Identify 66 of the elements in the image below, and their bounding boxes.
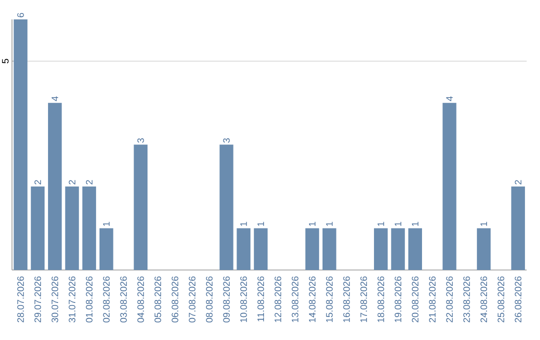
x-tick-label: 11.08.2026 [257,276,264,322]
x-tick-label: 12.08.2026 [274,276,282,322]
bar [82,186,96,270]
y-tick-label: 5 [2,58,9,64]
x-tick-label: 21.08.2026 [429,276,436,322]
x-tick-label: 26.08.2026 [514,276,522,322]
data-label: 1 [480,222,487,226]
x-tick-label: 17.08.2026 [360,276,367,322]
bar [134,144,148,270]
data-label: 1 [258,222,264,226]
bar [391,228,405,270]
bar [65,186,79,270]
x-tick-label: 13.08.2026 [292,276,298,322]
x-tick-label: 01.08.2026 [86,276,92,322]
data-label: 1 [378,222,384,226]
bar [476,228,491,270]
x-tick-label: 22.08.2026 [446,276,453,322]
x-tick-label: 14.08.2026 [308,276,316,322]
data-label: 1 [394,222,402,226]
bar [99,228,114,270]
data-label: 1 [326,222,333,226]
x-tick-label: 18.08.2026 [378,276,384,322]
data-label: 4 [446,96,453,102]
bar [442,102,456,270]
data-label: 6 [17,12,24,18]
bar [305,228,320,270]
x-tick-label: 07.08.2026 [188,276,196,322]
x-tick-label: 31.07.2026 [68,276,76,322]
bar [408,228,422,270]
x-tick-label: 29.07.2026 [34,276,42,322]
data-label: 1 [412,222,418,226]
bar [220,144,234,270]
x-tick-label: 04.08.2026 [137,276,144,322]
bar [48,102,62,270]
bar [322,228,336,270]
data-label: 3 [137,138,144,143]
x-tick-label: 15.08.2026 [326,276,333,322]
x-tick-label: 30.07.2026 [52,276,58,322]
x-tick-label: 09.08.2026 [223,276,230,322]
x-tick-label: 08.08.2026 [206,276,213,322]
bar [254,228,268,270]
data-label: 2 [68,180,76,184]
data-label: 2 [34,180,41,184]
data-label: 1 [309,222,316,226]
x-tick-label: 05.08.2026 [154,276,162,322]
data-label: 2 [514,180,522,184]
data-label: 4 [52,96,58,102]
bar [236,228,250,270]
data-label: 1 [240,222,247,226]
bar [30,186,45,270]
x-tick-label: 19.08.2026 [394,276,402,322]
x-tick-label: 23.08.2026 [463,276,470,322]
data-label: 2 [86,180,92,184]
data-label: 3 [223,138,230,143]
x-tick-label: 10.08.2026 [240,276,247,322]
x-tick-label: 25.08.2026 [498,276,504,322]
x-tick-label: 28.07.2026 [17,276,24,322]
x-tick-label: 03.08.2026 [120,276,127,322]
x-tick-label: 16.08.2026 [343,276,350,322]
x-tick-label: 02.08.2026 [103,276,110,322]
x-tick-label: 24.08.2026 [480,276,488,322]
bar [511,186,525,270]
x-tick-label: 06.08.2026 [172,276,178,322]
bar [374,228,388,270]
data-label: 1 [103,222,110,226]
x-tick-label: 20.08.2026 [412,276,418,322]
